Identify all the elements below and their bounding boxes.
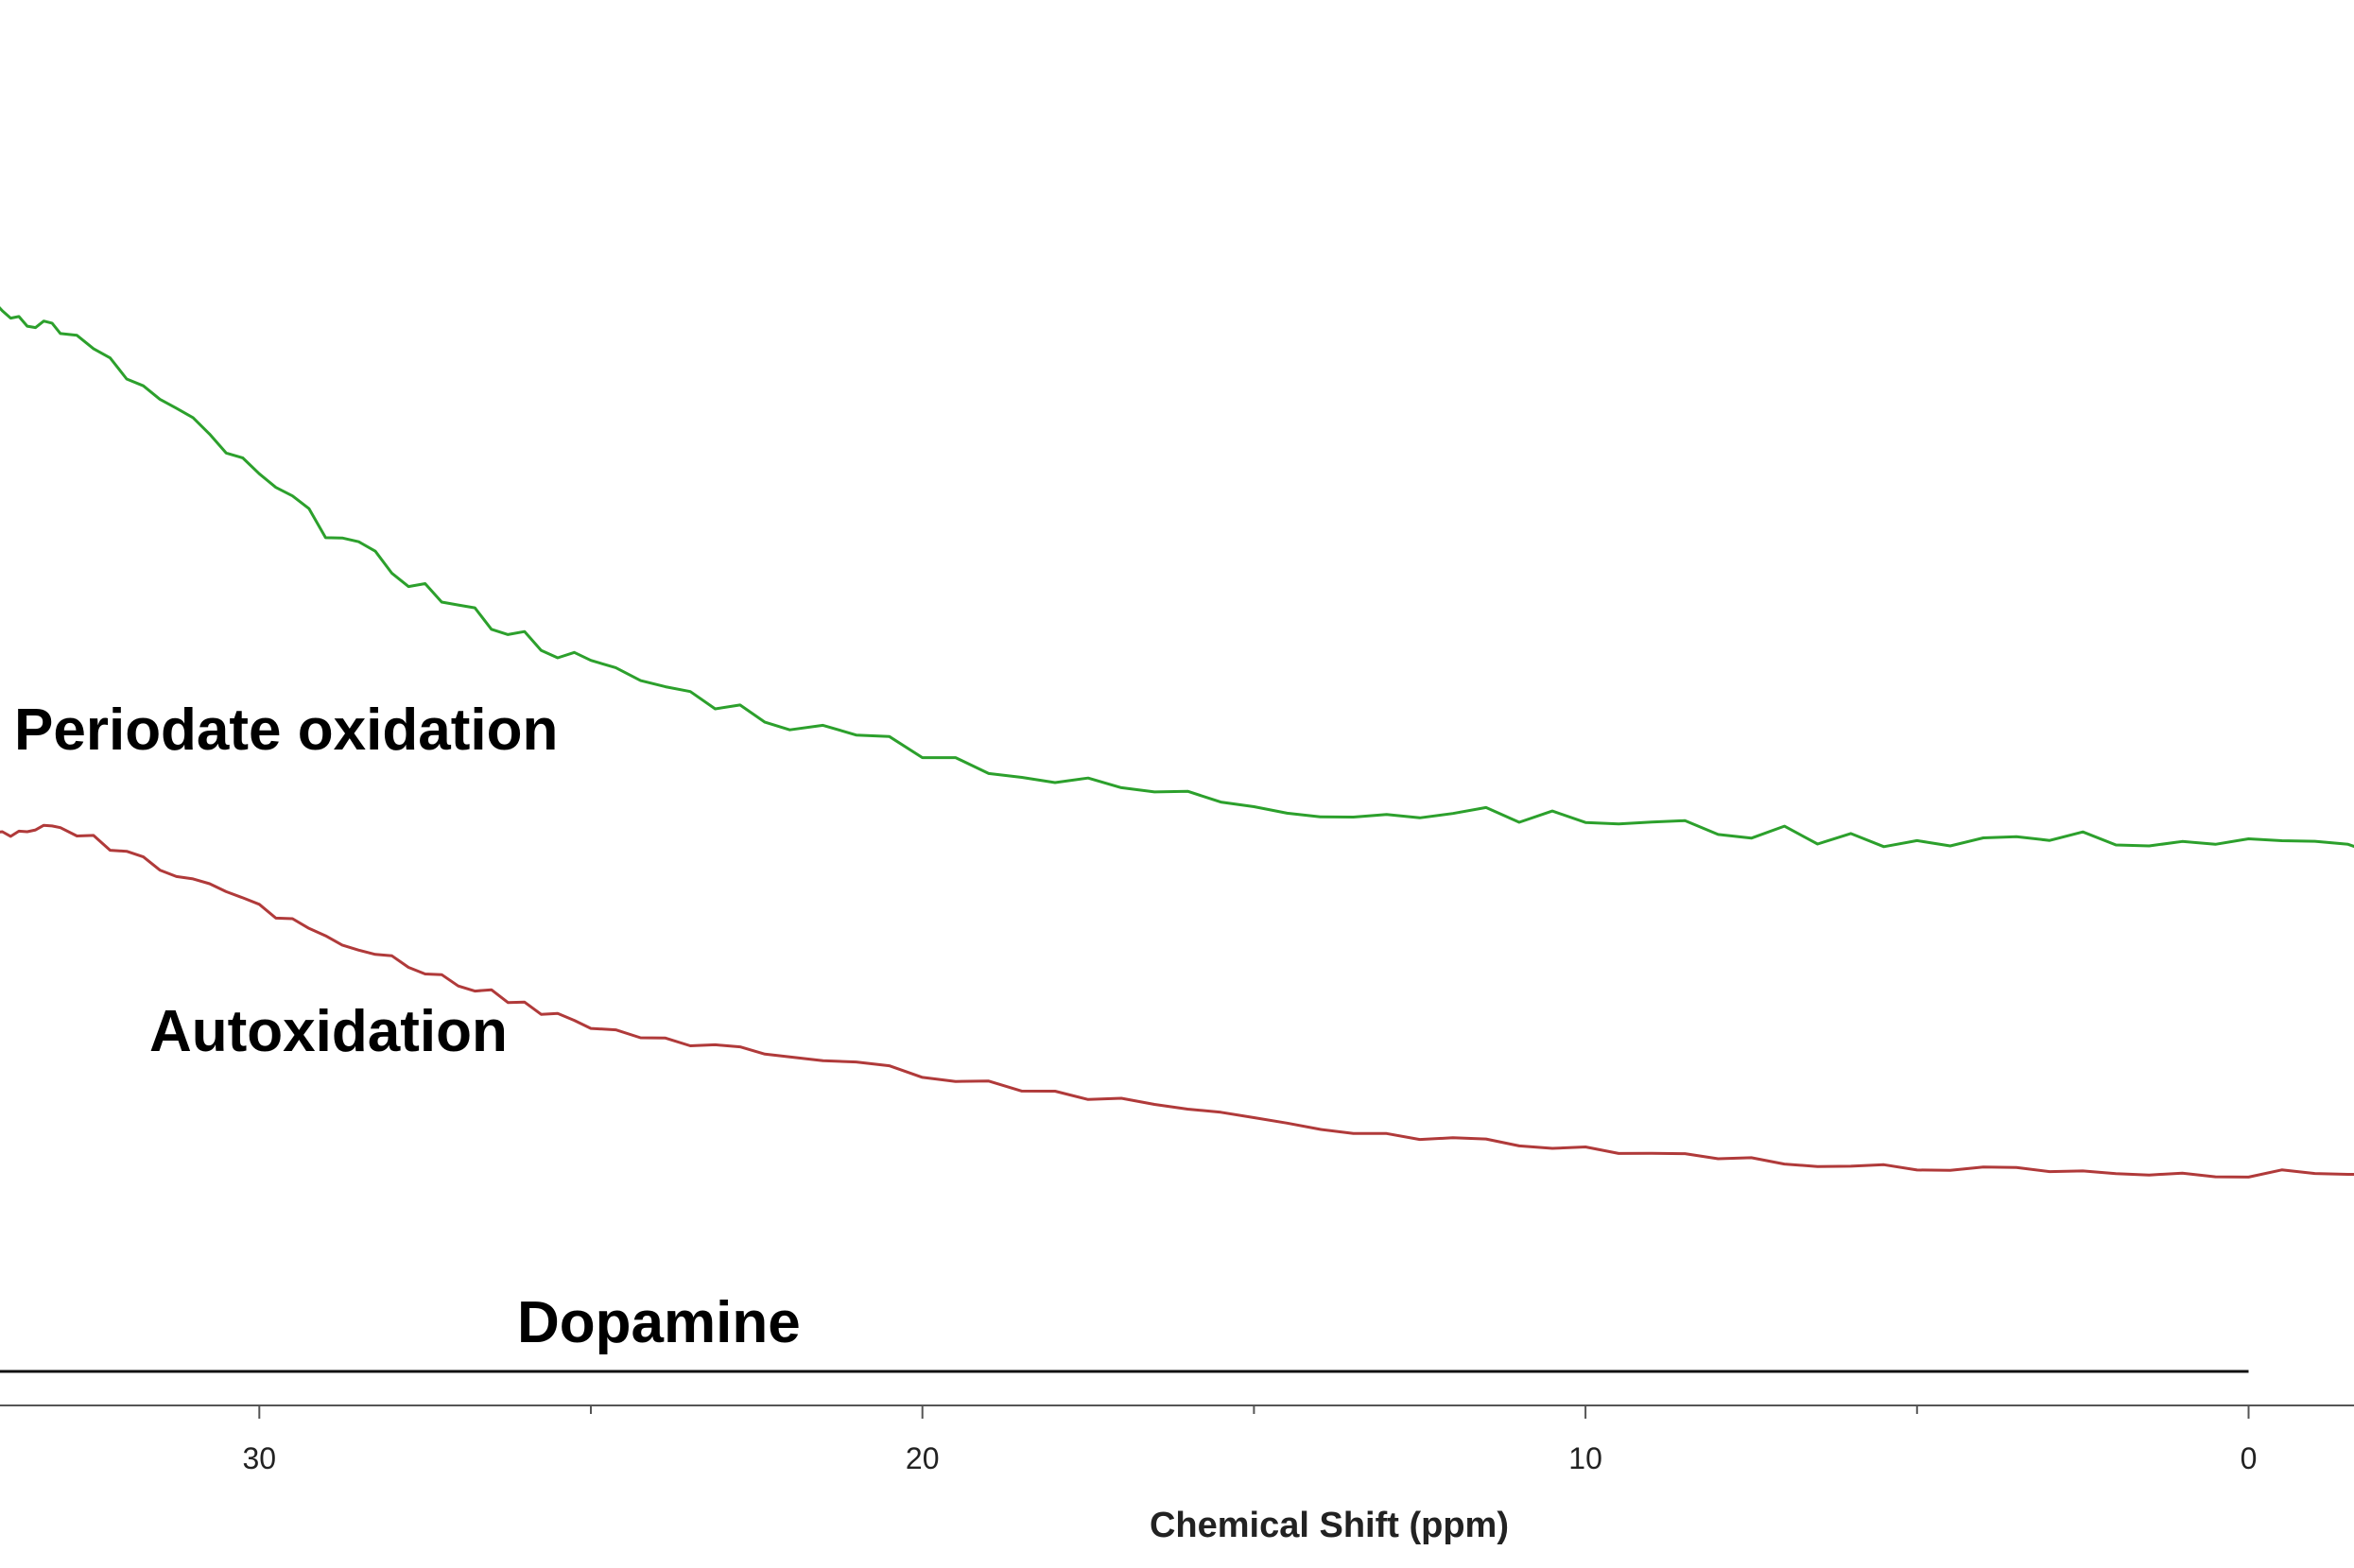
x-tick-label-10: 10 [1568, 1441, 1602, 1475]
label-autoxidation: Autoxidation [149, 999, 508, 1064]
trace-dopamine [0, 1370, 2249, 1373]
x-axis: 2101901701501301109080706050403020100 [0, 1404, 2354, 1475]
trace-autoxidation [0, 823, 2354, 1179]
series-dopamine [0, 1370, 2249, 1373]
label-periodate-oxidation: Periodate oxidation [14, 698, 558, 763]
x-tick-label-20: 20 [906, 1441, 940, 1475]
series-curves [0, 305, 2354, 1179]
x-tick-label-0: 0 [2241, 1441, 2258, 1475]
label-dopamine: Dopamine [517, 1290, 801, 1355]
x-tick-label-30: 30 [243, 1441, 277, 1475]
x-axis-title: Chemical Shift (ppm) [1150, 1506, 1509, 1545]
